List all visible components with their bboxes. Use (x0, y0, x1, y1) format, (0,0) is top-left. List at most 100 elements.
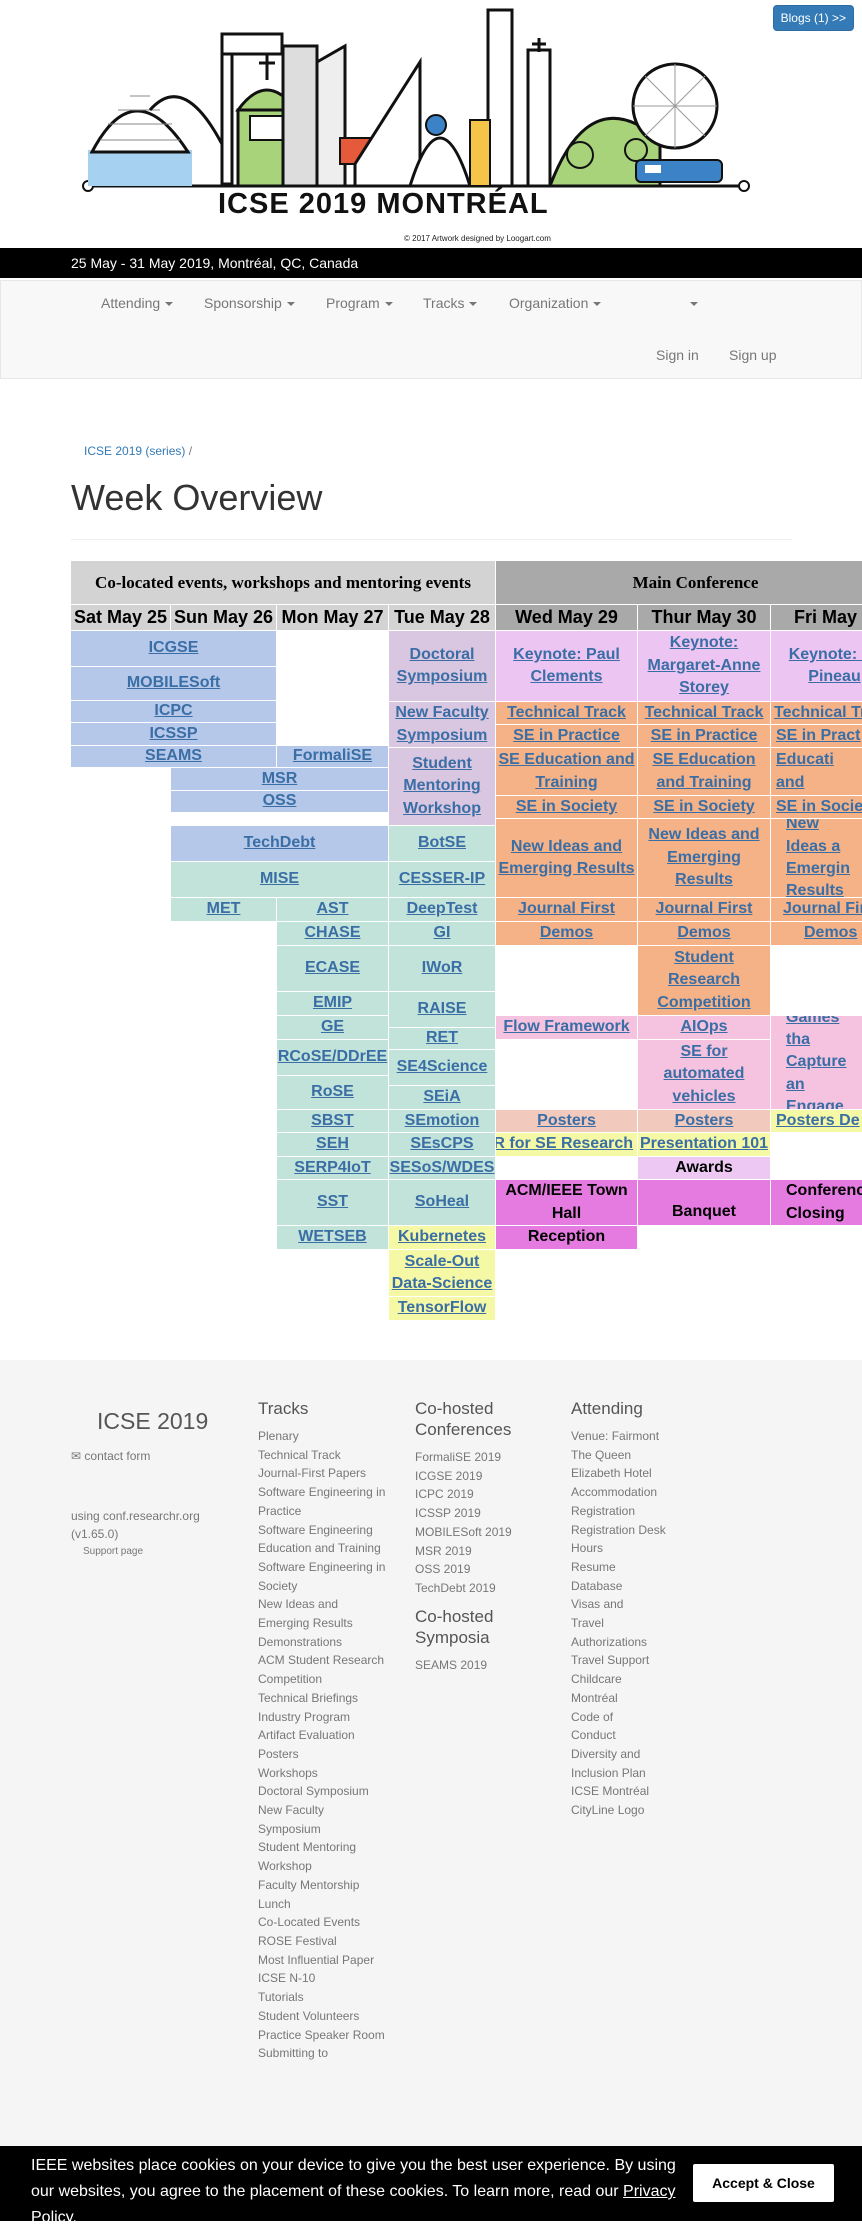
event-link-botse[interactable]: BotSE (418, 834, 466, 852)
footer-link[interactable]: New Ideas and Emerging Results (258, 1597, 353, 1631)
footer-link[interactable]: Journal-First Papers (258, 1466, 367, 1481)
event-link-scale-out[interactable]: Scale-Out Data-Science (391, 1252, 493, 1292)
nav-attending[interactable]: Attending (101, 295, 174, 311)
blogs-button[interactable]: Blogs (1) >> (772, 5, 854, 31)
event-link-technical-track[interactable]: Technical Tr (774, 703, 862, 721)
event-link-semotion[interactable]: SEmotion (404, 1111, 480, 1129)
footer-link[interactable]: Software Engineering in Practice (258, 1485, 386, 1518)
event-link-se-education[interactable]: SE Education and Training (652, 751, 756, 791)
event-link-posters[interactable]: Posters (674, 1111, 734, 1129)
nav-program[interactable]: Program (326, 295, 393, 311)
event-link-sescps[interactable]: SEsCPS (410, 1135, 474, 1153)
footer-link[interactable]: Venue: Fairmont The Queen Elizabeth Hote… (571, 1429, 660, 1481)
event-link-r-for-se[interactable]: R for SE Research (496, 1135, 633, 1153)
event-link-posters-demos[interactable]: Posters De (776, 1111, 860, 1129)
footer-link[interactable]: Plenary (258, 1429, 299, 1443)
event-link-emip[interactable]: EMIP (312, 994, 353, 1012)
event-link-gi[interactable]: GI (433, 924, 451, 942)
footer-link[interactable]: Industry Program (258, 1709, 351, 1724)
event-link-soheal[interactable]: SoHeal (414, 1193, 470, 1211)
event-link-journal-first[interactable]: Journal First (655, 900, 753, 918)
footer-link[interactable]: Registration (571, 1503, 636, 1518)
footer-link[interactable]: Software Engineering Education and Train… (258, 1522, 381, 1556)
event-link-sbst[interactable]: SBST (311, 1111, 354, 1129)
event-link-new-faculty-symposium[interactable]: New Faculty Symposium (395, 704, 489, 744)
event-link-keynote-pineau[interactable]: Keynote: Jo Pineau (788, 645, 862, 685)
event-link-met[interactable]: MET (206, 900, 241, 918)
event-link-student-research-competition[interactable]: Student Research Competition (657, 948, 751, 1011)
footer-link[interactable]: ICPC 2019 (415, 1487, 474, 1502)
footer-link[interactable]: Faculty Mentorship Lunch (258, 1877, 360, 1911)
event-link-ret[interactable]: RET (426, 1029, 458, 1047)
nav-sponsorship[interactable]: Sponsorship (204, 295, 295, 311)
event-link-nier[interactable]: New Ideas a Emergin Results (786, 819, 851, 898)
event-link-se-in-practice[interactable]: SE in Practice (650, 726, 758, 744)
event-link-ecase[interactable]: ECASE (304, 959, 361, 977)
footer-link[interactable]: Doctoral Symposium (258, 1784, 369, 1799)
event-link-seia[interactable]: SEiA (423, 1088, 461, 1106)
event-link-technical-track[interactable]: Technical Track (507, 703, 626, 721)
event-link-seams[interactable]: SEAMS (145, 747, 202, 765)
event-link-doctoral-symposium[interactable]: Doctoral Symposium (396, 645, 488, 685)
footer-link[interactable]: Practice Speaker Room (258, 2027, 385, 2042)
footer-link[interactable]: Most Influential Paper (258, 1952, 375, 1967)
footer-link[interactable]: ICSE Montréal CityLine Logo (571, 1784, 650, 1818)
event-link-sst[interactable]: SST (316, 1193, 349, 1211)
footer-link[interactable]: Visas and Travel Authorizations (571, 1597, 648, 1649)
event-link-nier[interactable]: New Ideas and Emerging Results (498, 837, 635, 877)
footer-link[interactable]: Student Volunteers (258, 2008, 360, 2023)
footer-link[interactable]: Travel Support (571, 1653, 650, 1668)
footer-link[interactable]: Accommodation (571, 1485, 658, 1500)
nav-tracks[interactable]: Tracks (423, 295, 478, 311)
footer-link[interactable]: OSS 2019 (415, 1562, 471, 1577)
event-link-oss[interactable]: OSS (262, 792, 297, 810)
footer-link[interactable]: ICSE N-10 (258, 1971, 316, 1986)
event-link-se-education[interactable]: SE Educati and Traini (776, 751, 834, 791)
footer-link[interactable]: Software Engineering in Society (258, 1559, 386, 1593)
event-link-mise[interactable]: MISE (259, 870, 300, 888)
event-link-se-education[interactable]: SE Education and Training (498, 751, 635, 791)
event-link-developing-games[interactable]: Developin Games tha Capture an Engage Us… (786, 1016, 847, 1110)
footer-link[interactable]: MSR 2019 (415, 1543, 472, 1558)
sign-in-link[interactable]: Sign in (656, 347, 699, 363)
footer-link[interactable]: TechDebt 2019 (415, 1580, 496, 1595)
footer-link[interactable]: New Faculty Symposium (258, 1803, 325, 1836)
event-link-se-in-practice[interactable]: SE in Pract (776, 726, 861, 744)
footer-link[interactable]: Resume Database (571, 1559, 623, 1593)
event-link-se-in-society[interactable]: SE in Society (515, 797, 618, 815)
footer-link[interactable]: Montréal (571, 1690, 618, 1705)
event-link-se4science[interactable]: SE4Science (396, 1058, 488, 1076)
footer-link[interactable]: Childcare (571, 1672, 622, 1687)
event-link-keynote-storey[interactable]: Keynote: Margaret-Anne Storey (647, 634, 761, 697)
event-link-presentation-101[interactable]: Presentation 101 (639, 1135, 769, 1153)
footer-link[interactable]: Code of Conduct (571, 1709, 616, 1743)
event-link-student-mentoring[interactable]: Student Mentoring Workshop (403, 754, 481, 817)
footer-link[interactable]: ROSE Festival (258, 1933, 337, 1948)
event-link-keynote-clements[interactable]: Keynote: Paul Clements (513, 645, 620, 685)
footer-link[interactable]: SEAMS 2019 (415, 1658, 488, 1672)
footer-link[interactable]: Student Mentoring Workshop (258, 1840, 357, 1874)
event-link-cesser-ip[interactable]: CESSER-IP (398, 870, 486, 888)
breadcrumb-series-link[interactable]: ICSE 2019 (series) (84, 444, 186, 458)
event-link-msr[interactable]: MSR (261, 769, 298, 787)
event-link-aiops[interactable]: AIOps (680, 1018, 728, 1036)
event-link-raise[interactable]: RAISE (417, 1000, 467, 1018)
event-link-seh[interactable]: SEH (316, 1135, 349, 1153)
footer-link[interactable]: Artifact Evaluation (258, 1728, 355, 1743)
event-link-tensorflow[interactable]: TensorFlow (397, 1299, 487, 1317)
event-link-icpc[interactable]: ICPC (154, 702, 193, 720)
sign-up-link[interactable]: Sign up (729, 347, 777, 363)
event-link-se-in-practice[interactable]: SE in Practice (513, 726, 620, 744)
event-link-technical-track[interactable]: Technical Track (644, 703, 764, 721)
footer-link[interactable]: Tutorials (258, 1990, 304, 2005)
footer-link[interactable]: Technical Track (258, 1447, 341, 1462)
event-link-sesos[interactable]: SESoS/WDES (389, 1158, 495, 1176)
footer-link[interactable]: ICSSP 2019 (415, 1506, 481, 1521)
footer-brand[interactable]: ICSE 2019 (97, 1408, 209, 1434)
event-link-rcose[interactable]: RCoSE/DDrEE (277, 1048, 388, 1066)
event-link-iwor[interactable]: IWoR (421, 959, 463, 977)
contact-form-link[interactable]: ✉ contact form (71, 1449, 151, 1463)
event-link-nier[interactable]: New Ideas and Emerging Results (648, 826, 760, 889)
event-link-posters[interactable]: Posters (537, 1111, 596, 1129)
footer-link[interactable]: Posters (258, 1746, 299, 1761)
